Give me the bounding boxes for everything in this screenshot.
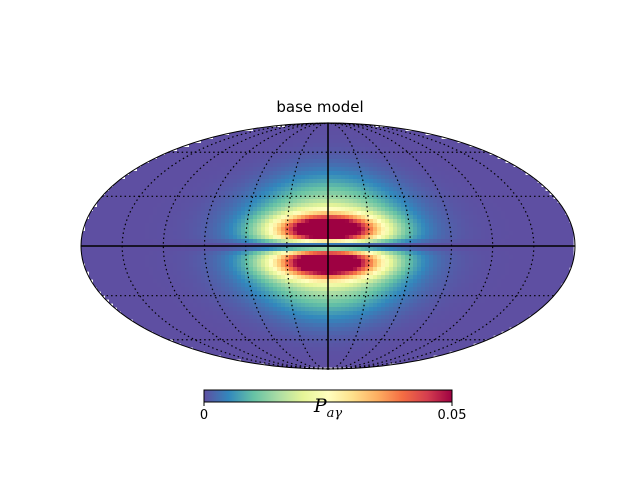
- graticule-meridian: [327, 122, 370, 370]
- graticule-meridian: [286, 122, 329, 370]
- map-outline: [80, 122, 576, 370]
- chart-title: base model: [276, 98, 364, 116]
- colorbar: [203, 389, 453, 403]
- colorbar-label: Paγ: [313, 395, 343, 421]
- graticule-meridian: [162, 122, 329, 370]
- graticule-meridian: [327, 122, 494, 370]
- colorbar-tick-max: 0.05: [437, 408, 467, 423]
- colorbar-tick-min: 0: [199, 408, 209, 423]
